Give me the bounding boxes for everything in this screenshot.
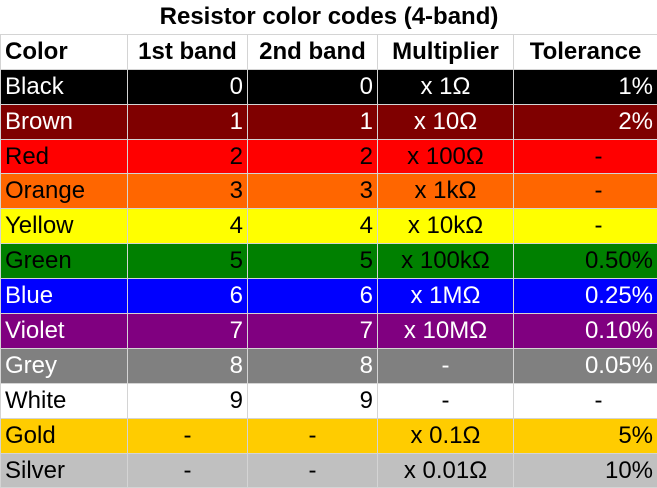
header-1st-band[interactable]: 1st band — [128, 34, 248, 69]
tolerance-cell[interactable]: 0.05% — [514, 348, 657, 383]
first-band-cell[interactable]: 7 — [128, 314, 248, 349]
second-band-cell[interactable]: 7 — [248, 314, 378, 349]
color-name-cell[interactable]: Red — [1, 139, 128, 174]
multiplier-cell[interactable]: x 10MΩ — [378, 314, 514, 349]
first-band-cell[interactable]: 6 — [128, 279, 248, 314]
table-title[interactable]: Resistor color codes (4-band) — [1, 0, 657, 34]
color-name-cell[interactable]: Violet — [1, 314, 128, 349]
tolerance-cell[interactable]: - — [514, 174, 657, 209]
multiplier-cell[interactable]: x 0.01Ω — [378, 453, 514, 488]
second-band-cell[interactable]: 0 — [248, 69, 378, 104]
first-band-cell[interactable]: 1 — [128, 104, 248, 139]
first-band-cell[interactable]: 4 — [128, 209, 248, 244]
second-band-cell[interactable]: 6 — [248, 279, 378, 314]
tolerance-cell[interactable]: - — [514, 139, 657, 174]
color-name-cell[interactable]: White — [1, 383, 128, 418]
second-band-cell[interactable]: 8 — [248, 348, 378, 383]
first-band-cell[interactable]: - — [128, 418, 248, 453]
multiplier-cell[interactable]: x 100Ω — [378, 139, 514, 174]
multiplier-cell[interactable]: x 1MΩ — [378, 279, 514, 314]
color-name-cell[interactable]: Orange — [1, 174, 128, 209]
multiplier-cell[interactable]: - — [378, 348, 514, 383]
tolerance-cell[interactable]: - — [514, 383, 657, 418]
color-name-cell[interactable]: Grey — [1, 348, 128, 383]
tolerance-cell[interactable]: - — [514, 209, 657, 244]
multiplier-cell[interactable]: x 100kΩ — [378, 244, 514, 279]
color-name-cell[interactable]: Blue — [1, 279, 128, 314]
header-tolerance[interactable]: Tolerance — [514, 34, 657, 69]
color-name-cell[interactable]: Silver — [1, 453, 128, 488]
first-band-cell[interactable]: 0 — [128, 69, 248, 104]
multiplier-cell[interactable]: x 0.1Ω — [378, 418, 514, 453]
header-color[interactable]: Color — [1, 34, 128, 69]
title-row: Resistor color codes (4-band) — [1, 0, 657, 34]
first-band-cell[interactable]: 2 — [128, 139, 248, 174]
header-row: Color 1st band 2nd band Multiplier Toler… — [1, 34, 657, 69]
tolerance-cell[interactable]: 5% — [514, 418, 657, 453]
color-name-cell[interactable]: Green — [1, 244, 128, 279]
multiplier-cell[interactable]: x 10kΩ — [378, 209, 514, 244]
multiplier-cell[interactable]: x 10Ω — [378, 104, 514, 139]
first-band-cell[interactable]: 3 — [128, 174, 248, 209]
second-band-cell[interactable]: - — [248, 418, 378, 453]
header-multiplier[interactable]: Multiplier — [378, 34, 514, 69]
tolerance-cell[interactable]: 0.10% — [514, 314, 657, 349]
color-name-cell[interactable]: Black — [1, 69, 128, 104]
second-band-cell[interactable]: 3 — [248, 174, 378, 209]
second-band-cell[interactable]: - — [248, 453, 378, 488]
multiplier-cell[interactable]: x 1kΩ — [378, 174, 514, 209]
color-name-cell[interactable]: Brown — [1, 104, 128, 139]
tolerance-cell[interactable]: 1% — [514, 69, 657, 104]
tolerance-cell[interactable]: 2% — [514, 104, 657, 139]
second-band-cell[interactable]: 2 — [248, 139, 378, 174]
first-band-cell[interactable]: 5 — [128, 244, 248, 279]
first-band-cell[interactable]: 9 — [128, 383, 248, 418]
tolerance-cell[interactable]: 0.50% — [514, 244, 657, 279]
multiplier-cell[interactable]: - — [378, 383, 514, 418]
second-band-cell[interactable]: 1 — [248, 104, 378, 139]
second-band-cell[interactable]: 5 — [248, 244, 378, 279]
first-band-cell[interactable]: - — [128, 453, 248, 488]
second-band-cell[interactable]: 4 — [248, 209, 378, 244]
tolerance-cell[interactable]: 0.25% — [514, 279, 657, 314]
multiplier-cell[interactable]: x 1Ω — [378, 69, 514, 104]
header-2nd-band[interactable]: 2nd band — [248, 34, 378, 69]
first-band-cell[interactable]: 8 — [128, 348, 248, 383]
color-name-cell[interactable]: Yellow — [1, 209, 128, 244]
tolerance-cell[interactable]: 10% — [514, 453, 657, 488]
second-band-cell[interactable]: 9 — [248, 383, 378, 418]
color-name-cell[interactable]: Gold — [1, 418, 128, 453]
